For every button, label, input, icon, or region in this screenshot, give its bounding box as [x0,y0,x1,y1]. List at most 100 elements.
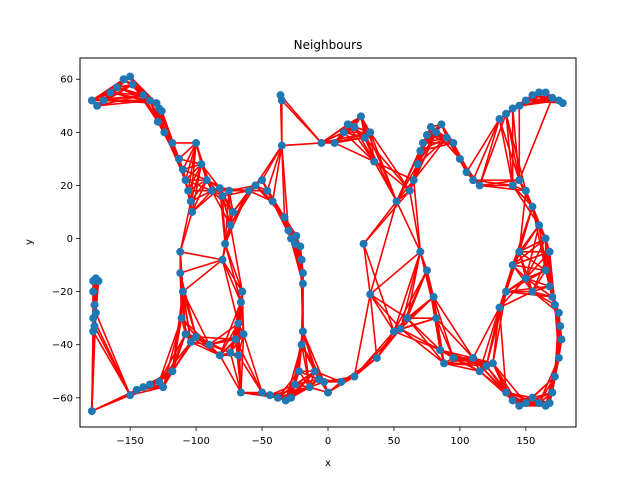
neighbour-edge [281,99,322,144]
neighbour-edge [435,318,445,364]
data-point [449,353,458,362]
data-point [437,120,446,129]
neighbour-edge [221,195,226,244]
data-point [558,99,567,108]
y-tick-label: −20 [52,287,73,298]
data-point [535,88,544,97]
neighbour-edge [435,317,474,359]
neighbour-edge [479,184,526,192]
neighbour-edge [240,334,245,393]
data-point [106,88,115,97]
data-point [541,401,550,410]
data-point [291,380,300,389]
neighbour-edge [158,333,187,383]
neighbour-edge [237,354,263,393]
neighbour-edge [294,378,319,386]
data-point [205,340,214,349]
data-point [389,327,398,336]
data-point [422,130,431,139]
neighbour-edge [406,317,445,364]
data-point [139,383,148,392]
data-point [475,367,484,376]
neighbour-edge [505,113,514,186]
neighbour-edge [505,285,550,293]
data-point [550,372,559,381]
neighbour-edge [518,206,534,253]
data-point [418,138,427,147]
data-point [284,226,293,235]
neighbour-edge [300,344,311,388]
data-point [251,181,260,190]
y-tick-label: 20 [60,181,73,192]
data-point [263,186,272,195]
neighbour-edge [221,259,242,303]
data-point [545,282,554,291]
data-point [541,266,550,275]
data-point [258,176,267,185]
data-point [192,138,201,147]
data-point [89,287,98,296]
neighbour-edge [224,243,244,292]
data-point [495,115,504,124]
data-point [177,314,186,323]
data-point [89,314,98,323]
data-point [548,388,557,397]
data-point [239,330,248,339]
neighbour-edge [400,328,441,351]
data-point [215,351,224,360]
data-point [160,128,169,137]
neighbour-edge [369,293,402,330]
neighbour-edge [182,142,197,170]
data-point [258,388,267,397]
data-point [508,261,517,270]
neighbour-edge [417,137,448,165]
neighbour-edge [190,179,208,202]
neighbour-edge [406,251,422,319]
data-point [548,93,557,102]
data-point [296,242,305,251]
data-point [482,361,491,370]
y-axis-label: y [24,239,35,245]
neighbour-edge [478,307,501,372]
data-point [528,202,537,211]
neighbour-edge [92,331,131,396]
neighbour-edge [187,163,203,192]
neighbour-edge [498,307,507,393]
neighbour-edge [224,190,230,244]
neighbour-edge [190,341,221,357]
data-point [370,157,379,166]
data-point [168,367,177,376]
neighbour-edge [408,190,422,252]
neighbour-edge [180,251,223,261]
neighbour-edge [237,355,242,393]
data-point [426,123,435,132]
neighbour-edge [353,294,371,377]
data-point [305,383,314,392]
neighbour-edge [219,354,242,393]
data-point [119,75,128,84]
data-point [339,128,348,137]
data-point [502,109,511,118]
data-point [192,332,201,341]
y-tick-label: −40 [52,340,73,351]
data-point [297,255,306,264]
data-point [126,391,135,400]
chart-title: Neighbours [294,38,363,52]
neighbour-edge [505,290,553,298]
y-tick-label: 60 [60,75,73,86]
neighbour-edge [228,184,256,192]
data-point [436,346,445,355]
neighbour-edge [221,259,240,324]
neighbour-edge [271,145,283,202]
data-point [359,239,368,248]
neighbour-edge [452,357,481,372]
data-point [89,327,98,336]
neighbour-edge [465,118,501,173]
data-point [413,160,422,169]
data-point [449,138,458,147]
neighbour-edge [518,190,527,252]
data-point [416,247,425,256]
data-point [409,176,418,185]
x-tick-label: 0 [325,436,331,447]
data-point [238,287,247,296]
